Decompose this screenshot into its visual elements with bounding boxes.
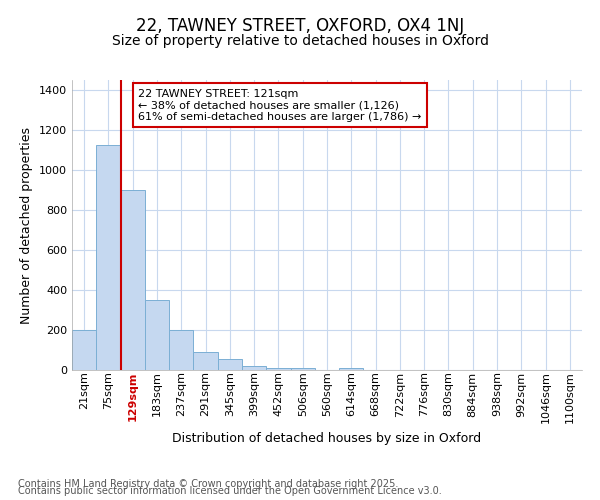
Bar: [169, 330, 193, 370]
Y-axis label: Number of detached properties: Number of detached properties: [20, 126, 34, 324]
X-axis label: Distribution of detached houses by size in Oxford: Distribution of detached houses by size …: [172, 432, 482, 444]
Bar: [290, 368, 315, 370]
Text: Size of property relative to detached houses in Oxford: Size of property relative to detached ho…: [112, 34, 488, 48]
Bar: [266, 368, 290, 370]
Bar: [339, 368, 364, 370]
Bar: [242, 366, 266, 370]
Bar: [96, 145, 121, 370]
Bar: [121, 190, 145, 370]
Bar: [193, 352, 218, 370]
Bar: [218, 359, 242, 370]
Text: 22 TAWNEY STREET: 121sqm
← 38% of detached houses are smaller (1,126)
61% of sem: 22 TAWNEY STREET: 121sqm ← 38% of detach…: [139, 88, 422, 122]
Text: Contains public sector information licensed under the Open Government Licence v3: Contains public sector information licen…: [18, 486, 442, 496]
Text: Contains HM Land Registry data © Crown copyright and database right 2025.: Contains HM Land Registry data © Crown c…: [18, 479, 398, 489]
Text: 22, TAWNEY STREET, OXFORD, OX4 1NJ: 22, TAWNEY STREET, OXFORD, OX4 1NJ: [136, 17, 464, 35]
Bar: [72, 330, 96, 370]
Bar: [145, 300, 169, 370]
